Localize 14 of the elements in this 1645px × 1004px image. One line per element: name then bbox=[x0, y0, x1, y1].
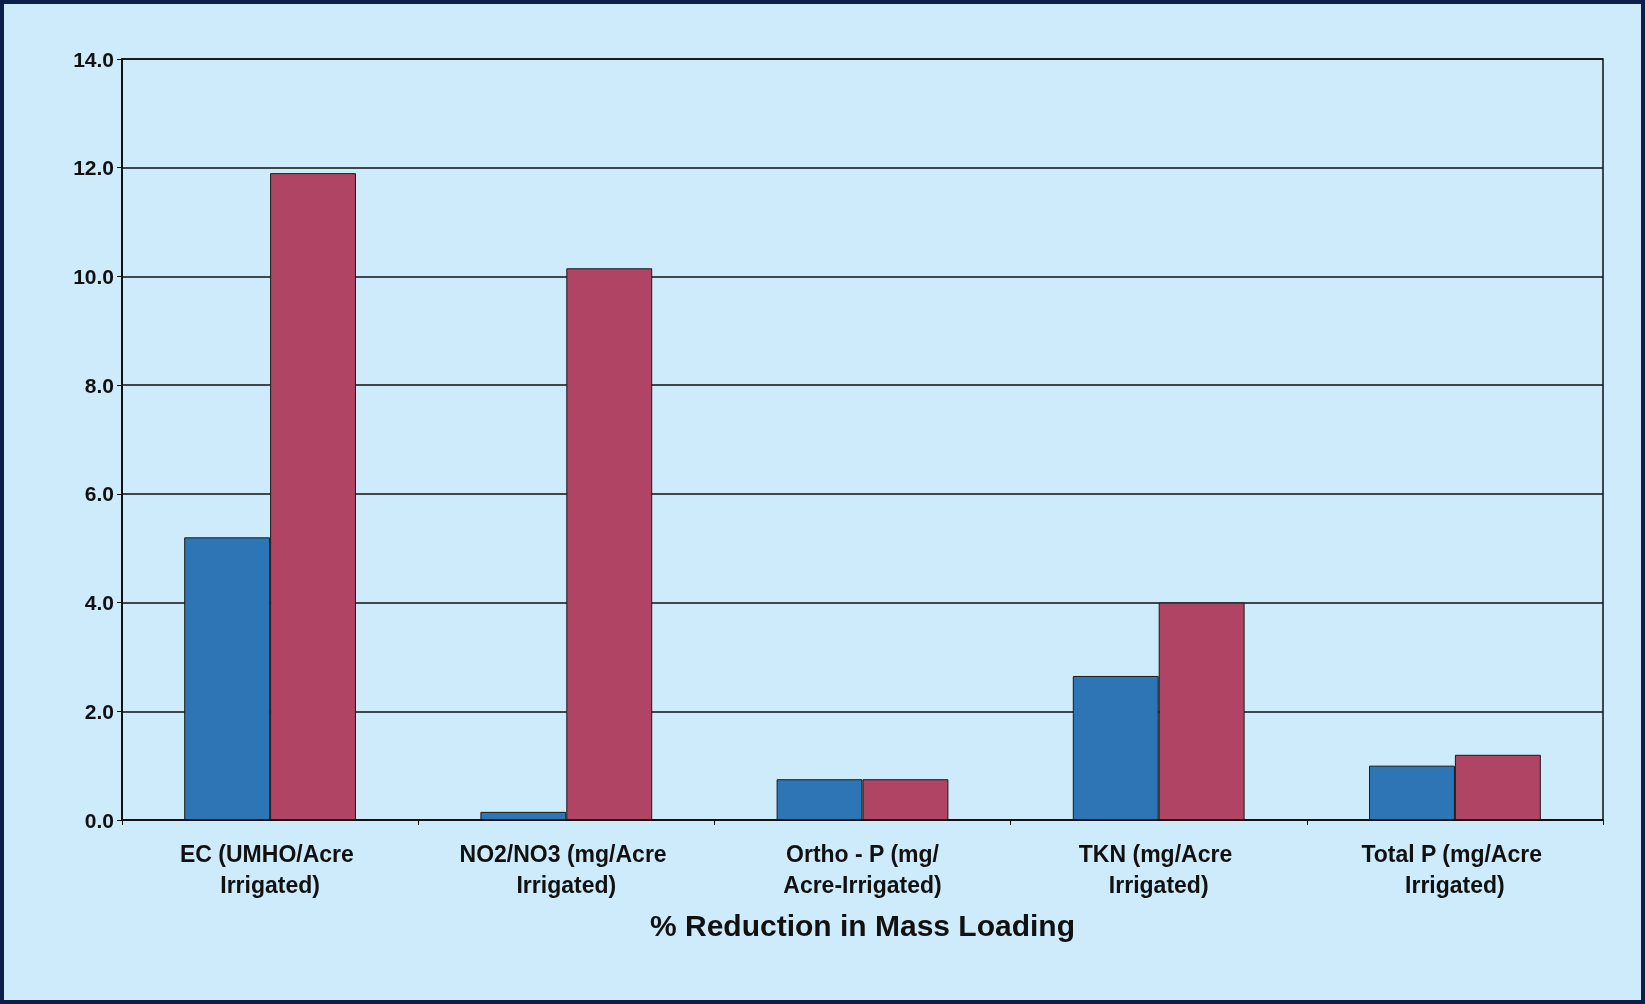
x-tick-label: Total P (mg/Acre Irrigated) bbox=[1361, 840, 1549, 898]
y-tick-label: 12.0 bbox=[73, 156, 114, 180]
x-axis-title: % Reduction in Mass Loading bbox=[649, 908, 1076, 942]
x-tick-label: Ortho - P (mg/Acre-Irrigated) bbox=[783, 840, 942, 898]
y-tick-label: 14.0 bbox=[73, 47, 114, 71]
y-tick-label: 4.0 bbox=[84, 591, 114, 615]
y-tick-label: 0.0 bbox=[84, 808, 114, 832]
y-tick-label: 6.0 bbox=[84, 482, 114, 506]
y-tick-label: 8.0 bbox=[84, 373, 114, 397]
y-tick-label: 10.0 bbox=[73, 264, 114, 288]
x-tick-label: NO2/NO3 (mg/Acre Irrigated) bbox=[459, 840, 674, 898]
x-tick-label: TKN (mg/Acre Irrigated) bbox=[1078, 840, 1239, 898]
x-tick-label: EC (UMHO/Acre Irrigated) bbox=[180, 840, 361, 898]
y-tick-label: 2.0 bbox=[84, 699, 114, 723]
